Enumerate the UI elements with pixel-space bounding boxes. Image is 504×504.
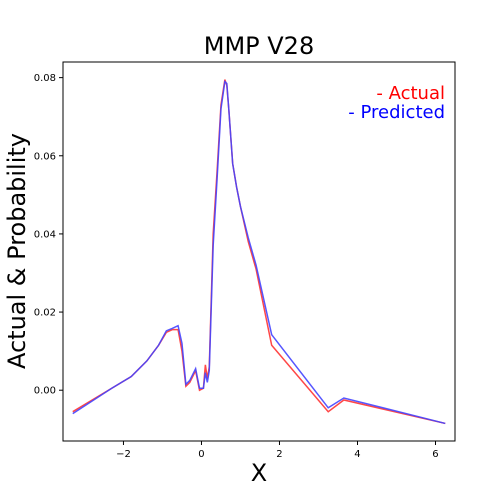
legend-entry-predicted: - Predicted xyxy=(348,102,445,123)
x-tick-label: 2 xyxy=(276,449,282,460)
legend-entry-actual: - Actual xyxy=(376,83,445,104)
y-tick-label: 0.08 xyxy=(34,73,56,84)
x-tick-label: −2 xyxy=(116,449,131,460)
series-predicted-line xyxy=(72,79,446,425)
x-ticks: −2 0 2 4 6 xyxy=(116,441,439,460)
axes-frame xyxy=(62,61,456,442)
y-tick-label: 0.04 xyxy=(34,229,56,240)
y-tick-label: 0.00 xyxy=(34,386,56,397)
y-axis-label: Actual & Probability xyxy=(3,133,31,369)
x-tick-label: 4 xyxy=(354,449,360,460)
y-ticks: 0.00 0.02 0.04 0.06 0.08 xyxy=(34,73,63,397)
plot-area: −2 0 2 4 6 0.00 0.02 0.04 0.06 0.08 xyxy=(34,61,456,460)
chart-title: MMP V28 xyxy=(204,32,314,60)
x-axis-label: X xyxy=(251,459,267,487)
y-tick-label: 0.02 xyxy=(34,308,56,319)
x-tick-label: 6 xyxy=(432,449,438,460)
x-tick-label: 0 xyxy=(198,449,204,460)
legend: - Actual - Predicted xyxy=(348,83,445,123)
series-layer xyxy=(72,79,446,425)
y-tick-label: 0.06 xyxy=(34,151,56,162)
